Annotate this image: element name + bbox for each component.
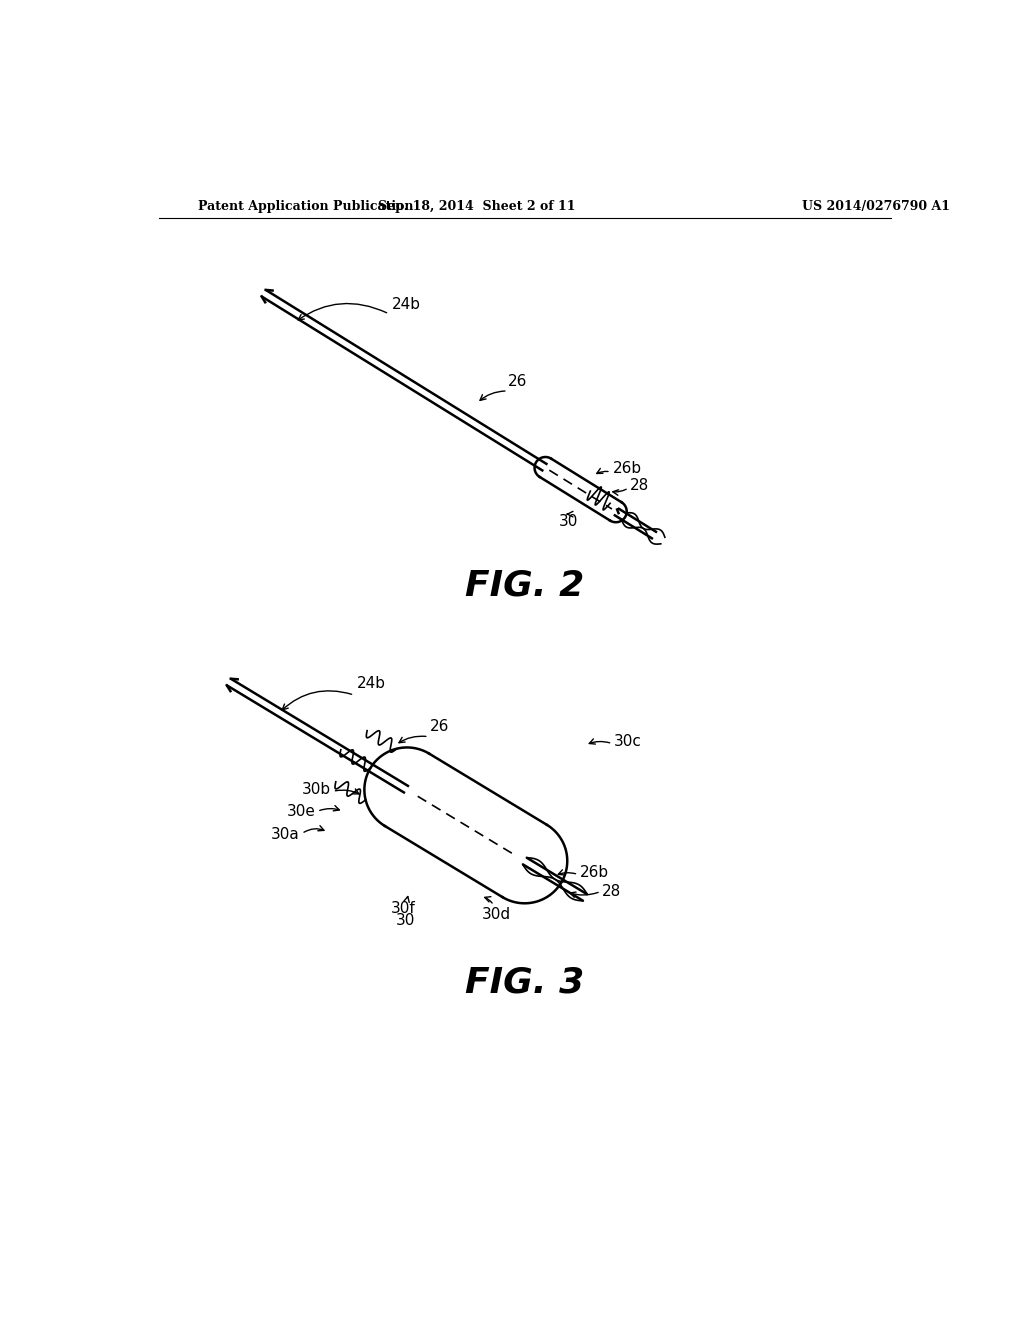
Text: 30c: 30c — [614, 734, 642, 748]
Text: US 2014/0276790 A1: US 2014/0276790 A1 — [802, 199, 950, 213]
Text: FIG. 2: FIG. 2 — [465, 569, 585, 603]
Text: Sep. 18, 2014  Sheet 2 of 11: Sep. 18, 2014 Sheet 2 of 11 — [378, 199, 575, 213]
Text: 26: 26 — [430, 719, 450, 734]
Text: 28: 28 — [602, 884, 622, 899]
Text: FIG. 3: FIG. 3 — [465, 965, 585, 999]
Text: 30a: 30a — [271, 826, 300, 842]
Text: 30f: 30f — [391, 902, 416, 916]
Text: 24b: 24b — [391, 297, 421, 313]
Text: Patent Application Publication: Patent Application Publication — [198, 199, 414, 213]
Text: 30e: 30e — [287, 804, 315, 818]
Text: 26b: 26b — [612, 461, 641, 477]
Text: 24b: 24b — [356, 676, 386, 692]
Text: 30d: 30d — [481, 907, 511, 921]
Text: 26: 26 — [508, 375, 527, 389]
Text: 30b: 30b — [302, 783, 331, 797]
Text: 30: 30 — [395, 913, 415, 928]
Text: 28: 28 — [630, 478, 649, 494]
Text: 30: 30 — [558, 515, 578, 529]
Text: 26b: 26b — [580, 866, 609, 880]
